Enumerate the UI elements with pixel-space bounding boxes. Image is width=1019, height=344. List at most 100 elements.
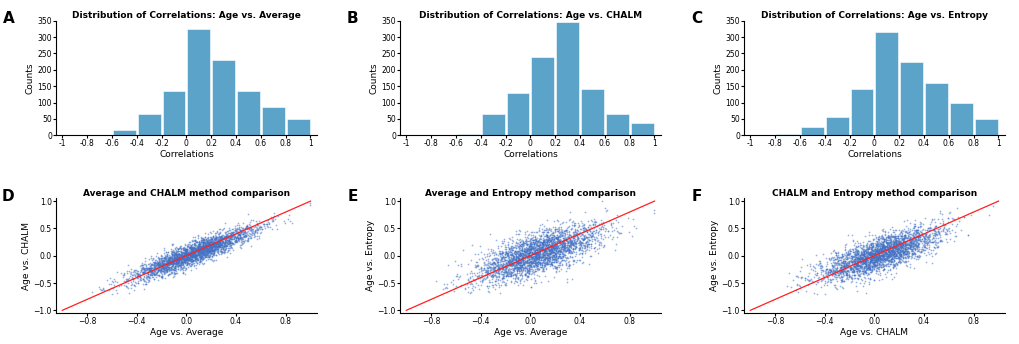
Point xyxy=(874,264,891,269)
Point xyxy=(572,246,588,251)
Point xyxy=(839,267,855,273)
Point xyxy=(835,253,851,258)
Point xyxy=(439,285,455,290)
Point xyxy=(158,268,174,274)
Point xyxy=(603,224,620,229)
Point xyxy=(572,238,588,244)
Point xyxy=(944,216,960,222)
Point xyxy=(191,260,207,265)
Point xyxy=(562,241,579,247)
Point xyxy=(496,257,513,263)
Point xyxy=(513,244,529,249)
Point xyxy=(543,239,559,244)
Point xyxy=(479,270,495,276)
Point xyxy=(238,225,255,231)
Point xyxy=(173,254,190,260)
Point xyxy=(214,240,230,245)
Point xyxy=(854,258,870,264)
Point xyxy=(534,266,550,272)
Point xyxy=(159,257,175,262)
Point xyxy=(835,263,851,269)
Point xyxy=(560,263,577,269)
Point xyxy=(900,249,916,255)
Point xyxy=(153,262,169,268)
Point xyxy=(464,285,480,290)
Point xyxy=(575,223,591,228)
Point xyxy=(484,259,500,265)
Point xyxy=(201,241,217,247)
Point xyxy=(535,247,551,253)
Point xyxy=(125,277,142,282)
Point xyxy=(542,249,558,255)
Point xyxy=(871,257,888,263)
Point xyxy=(177,250,194,256)
Point xyxy=(851,256,867,262)
Point xyxy=(906,231,922,236)
Point xyxy=(123,272,140,278)
Point xyxy=(879,264,896,269)
Point xyxy=(526,241,542,247)
Point xyxy=(879,257,896,263)
Point xyxy=(558,279,575,284)
Point xyxy=(858,260,874,265)
Point xyxy=(480,285,496,291)
Point xyxy=(846,252,862,258)
Point xyxy=(538,252,554,257)
Point xyxy=(169,257,185,263)
Point xyxy=(873,242,890,248)
Point xyxy=(215,236,231,241)
Point xyxy=(182,250,199,256)
Point xyxy=(138,272,154,278)
Point xyxy=(515,259,531,264)
Point xyxy=(844,258,860,264)
Point xyxy=(504,259,521,265)
Point xyxy=(845,264,861,269)
Point xyxy=(873,252,890,258)
Title: CHALM and Entropy method comparison: CHALM and Entropy method comparison xyxy=(771,189,976,197)
Point xyxy=(213,238,229,244)
Point xyxy=(857,263,873,269)
Point xyxy=(165,260,181,266)
Point xyxy=(176,267,193,273)
Point xyxy=(502,255,519,260)
Point xyxy=(933,227,950,233)
Point xyxy=(552,238,569,243)
Point xyxy=(551,249,568,255)
Point xyxy=(860,279,876,284)
Point xyxy=(869,257,886,262)
Point xyxy=(866,255,882,260)
Point xyxy=(177,248,194,253)
Point xyxy=(234,236,251,241)
Point xyxy=(201,243,217,248)
Point xyxy=(174,255,191,260)
Point xyxy=(545,253,561,258)
Point xyxy=(866,255,882,261)
Point xyxy=(538,252,554,258)
Point xyxy=(527,264,543,270)
Point xyxy=(481,283,497,289)
Point xyxy=(204,241,220,247)
Point xyxy=(515,259,531,265)
Point xyxy=(158,262,174,268)
Point xyxy=(529,255,545,260)
Point xyxy=(502,271,519,277)
Point xyxy=(216,240,232,246)
Point xyxy=(132,276,149,281)
Point xyxy=(231,226,248,232)
Point xyxy=(216,244,232,249)
Point xyxy=(848,265,864,271)
Point xyxy=(533,246,549,252)
Point xyxy=(168,260,184,266)
Point xyxy=(861,252,877,258)
Point xyxy=(851,256,867,261)
Point xyxy=(870,237,887,243)
Point xyxy=(445,288,462,294)
Point xyxy=(182,252,199,258)
Point xyxy=(848,261,864,267)
Point xyxy=(904,230,920,236)
Point xyxy=(200,237,216,243)
Point xyxy=(881,233,898,239)
Point xyxy=(168,261,184,266)
Point xyxy=(892,251,908,257)
Point xyxy=(514,273,530,279)
